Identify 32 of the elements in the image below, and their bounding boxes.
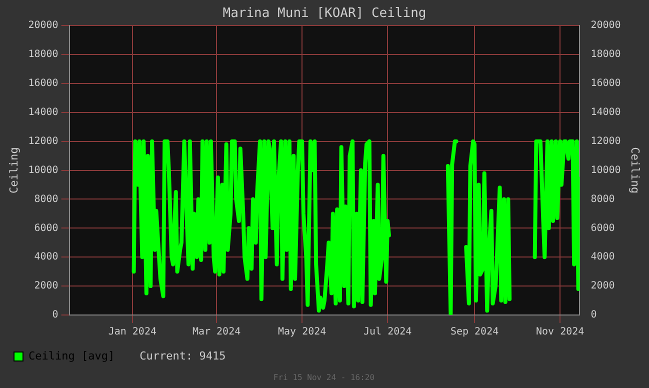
x-tick-label: May 2024 xyxy=(278,326,326,338)
y2-tick-label: 14000 xyxy=(590,107,621,118)
y2-axis-title: Ceiling xyxy=(628,147,642,194)
x-tick-label: Jul 2024 xyxy=(364,326,412,338)
y2-tick-label: 18000 xyxy=(590,49,621,60)
y2-tick-label: 6000 xyxy=(590,222,615,234)
y2-tick-label: 16000 xyxy=(590,78,621,90)
y2-tick-label: 20000 xyxy=(590,20,621,32)
y-tick-label: 12000 xyxy=(28,136,58,147)
y-tick-label: 0 xyxy=(52,310,58,321)
text: Current: 9415 xyxy=(140,349,226,362)
x-tick-label: Sep 2024 xyxy=(450,326,499,338)
y-tick-label: 20000 xyxy=(28,20,58,32)
y-tick-label: 4000 xyxy=(34,252,58,263)
y2-tick-label: 8000 xyxy=(590,194,615,205)
x-tick-label: Mar 2024 xyxy=(192,326,241,338)
y2-tick-label: 12000 xyxy=(590,136,621,147)
y-tick-label: 14000 xyxy=(28,107,58,118)
y-tick-label: 10000 xyxy=(28,164,58,176)
y-tick-label: 2000 xyxy=(34,280,58,292)
y-tick-label: 18000 xyxy=(28,49,58,60)
y-tick-label: 16000 xyxy=(28,78,58,90)
y-tick-label: 6000 xyxy=(34,222,58,234)
y2-tick-label: 0 xyxy=(590,310,597,321)
y2-tick-label: 10000 xyxy=(590,164,621,176)
chart-title: Marina Muni [KOAR] Ceiling xyxy=(222,6,426,22)
x-tick-label: Jan 2024 xyxy=(108,326,156,338)
y2-tick-label: 4000 xyxy=(590,252,615,263)
y2-tick-label: 2000 xyxy=(590,280,615,292)
y-tick-label: 8000 xyxy=(34,194,58,205)
x-tick-label: Nov 2024 xyxy=(536,326,584,338)
y-axis-title: Ceiling xyxy=(7,147,20,194)
